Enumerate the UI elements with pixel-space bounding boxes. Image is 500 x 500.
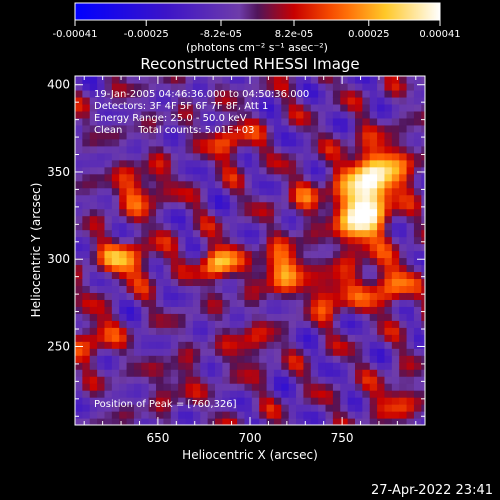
x-tick-label: 700 bbox=[239, 431, 262, 445]
colorbar-ticks: -0.00041 -0.00025 -8.2e-05 8.2e-05 0.00025 0.… bbox=[53, 20, 461, 40]
colorbar-tick-label: -8.2e-05 bbox=[200, 29, 242, 40]
chart-title: Reconstructed RHESSI Image bbox=[140, 55, 359, 73]
peak-position-label: Position of Peak = [760,326] bbox=[94, 399, 237, 410]
annotation-time-range: 19-Jan-2005 04:46:36.000 to 04:50:36.000 bbox=[94, 89, 309, 100]
annotation-detectors: Detectors: 3F 4F 5F 6F 7F 8F, Att 1 bbox=[94, 101, 268, 112]
colorbar-tick-label: 8.2e-05 bbox=[275, 29, 313, 40]
annotation-energy-range: Energy Range: 25.0 - 50.0 keV bbox=[94, 113, 247, 124]
colorbar-tick-label: -0.00025 bbox=[124, 29, 169, 40]
colorbar bbox=[74, 2, 441, 21]
y-tick-label: 350 bbox=[47, 165, 70, 179]
footer-timestamp: 27-Apr-2022 23:41 bbox=[371, 483, 493, 498]
x-tick-label: 650 bbox=[146, 431, 169, 445]
colorbar-tick-label: 0.00041 bbox=[419, 29, 460, 40]
annotation-clean-counts: Clean Total counts: 5.01E+03 bbox=[94, 125, 254, 136]
y-tick-label: 300 bbox=[47, 252, 70, 266]
x-axis-label: Heliocentric X (arcsec) bbox=[182, 448, 318, 462]
y-axis-label: Heliocentric Y (arcsec) bbox=[29, 183, 43, 318]
axis-ticks: 650 700 750 250 300 350 400 bbox=[47, 76, 425, 445]
y-tick-label: 250 bbox=[47, 339, 70, 353]
y-tick-label: 400 bbox=[47, 78, 70, 92]
colorbar-tick-label: -0.00041 bbox=[53, 29, 98, 40]
colorbar-tick-label: 0.00025 bbox=[348, 29, 389, 40]
colorbar-unit-label: (photons cm⁻² s⁻¹ asec⁻²) bbox=[186, 41, 328, 54]
heatmap-image bbox=[75, 76, 425, 425]
x-tick-label: 750 bbox=[331, 431, 354, 445]
